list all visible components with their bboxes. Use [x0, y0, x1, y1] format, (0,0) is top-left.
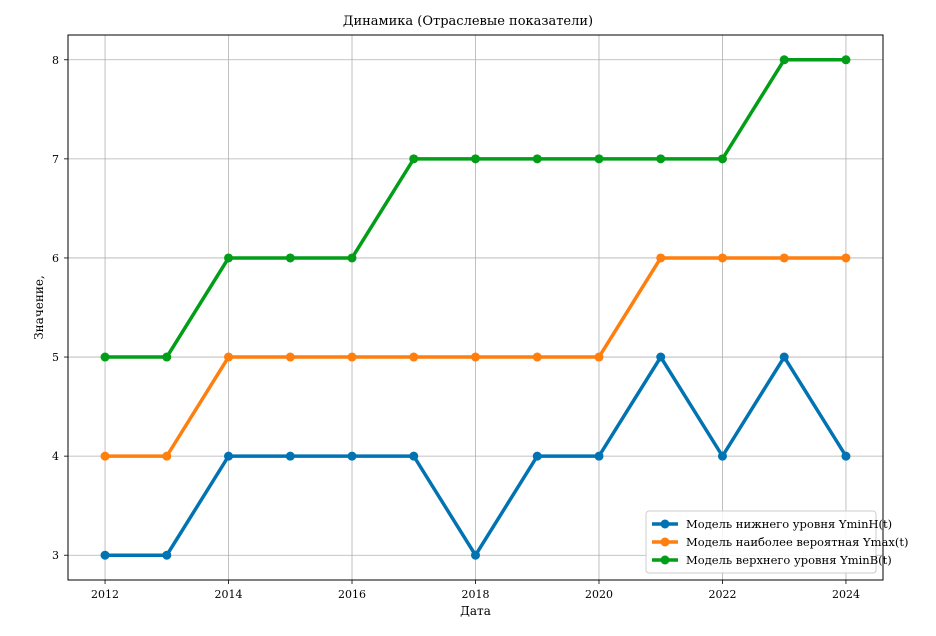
data-point	[717, 154, 727, 164]
y-axis: 3 4 5 6 7 8	[52, 54, 68, 562]
legend-item: Модель нижнего уровня YminH(t)	[652, 517, 892, 531]
y-tick-label: 8	[52, 54, 59, 67]
series-2	[100, 55, 851, 362]
data-point	[347, 253, 357, 263]
x-axis-label: Дата	[460, 604, 491, 618]
data-point	[224, 352, 234, 362]
y-tick-label: 7	[52, 153, 59, 166]
data-point	[285, 352, 295, 362]
data-point	[594, 451, 604, 461]
data-point	[224, 253, 234, 263]
data-point	[347, 451, 357, 461]
series-layer	[100, 55, 851, 560]
data-point	[656, 154, 666, 164]
chart-title: Динамика (Отраслевые показатели)	[343, 14, 593, 29]
legend-marker	[660, 537, 670, 547]
data-point	[717, 451, 727, 461]
data-point	[162, 451, 172, 461]
data-point	[779, 55, 789, 65]
data-point	[841, 253, 851, 263]
data-point	[532, 451, 542, 461]
data-point	[656, 253, 666, 263]
x-tick-label: 2018	[462, 588, 490, 601]
grid	[68, 35, 883, 580]
x-tick-label: 2022	[708, 588, 736, 601]
data-point	[285, 451, 295, 461]
legend-label: Модель наиболее вероятная Ymax(t)	[686, 535, 908, 549]
data-point	[471, 154, 480, 164]
data-point	[471, 550, 480, 560]
data-point	[841, 55, 851, 65]
data-point	[100, 451, 110, 461]
legend: Модель нижнего уровня YminH(t) Модель наи…	[645, 510, 908, 574]
data-point	[162, 352, 172, 362]
x-tick-label: 2016	[338, 588, 366, 601]
x-tick-label: 2014	[215, 588, 243, 601]
y-tick-label: 5	[52, 351, 59, 364]
y-axis-label: Значение,	[32, 275, 46, 340]
data-point	[100, 550, 110, 560]
data-point	[841, 451, 851, 461]
data-point	[409, 154, 419, 164]
data-point	[347, 352, 357, 362]
data-point	[471, 352, 480, 362]
legend-label: Модель нижнего уровня YminH(t)	[686, 517, 892, 531]
x-tick-label: 2012	[91, 588, 119, 601]
legend-item: Модель верхнего уровня YminB(t)	[652, 553, 892, 567]
data-point	[656, 352, 666, 362]
series-0	[100, 352, 851, 560]
data-point	[100, 352, 110, 362]
data-point	[779, 352, 789, 362]
data-point	[532, 352, 542, 362]
y-tick-label: 3	[52, 549, 59, 562]
legend-marker	[660, 519, 670, 529]
data-point	[594, 352, 604, 362]
data-point	[162, 550, 172, 560]
y-tick-label: 6	[52, 252, 59, 265]
data-point	[409, 451, 419, 461]
legend-item: Модель наиболее вероятная Ymax(t)	[652, 535, 908, 549]
series-1	[100, 253, 851, 461]
x-tick-label: 2024	[832, 588, 860, 601]
x-tick-label: 2020	[585, 588, 613, 601]
data-point	[532, 154, 542, 164]
legend-label: Модель верхнего уровня YminB(t)	[686, 553, 892, 567]
data-point	[285, 253, 295, 263]
x-axis: 2012 2014 2016 2018 2020 2022 2024	[91, 580, 860, 601]
legend-marker	[660, 555, 670, 565]
data-point	[594, 154, 604, 164]
legend-box	[645, 510, 877, 574]
y-tick-label: 4	[52, 450, 59, 463]
data-point	[409, 352, 419, 362]
data-point	[779, 253, 789, 263]
data-point	[717, 253, 727, 263]
data-point	[224, 451, 234, 461]
